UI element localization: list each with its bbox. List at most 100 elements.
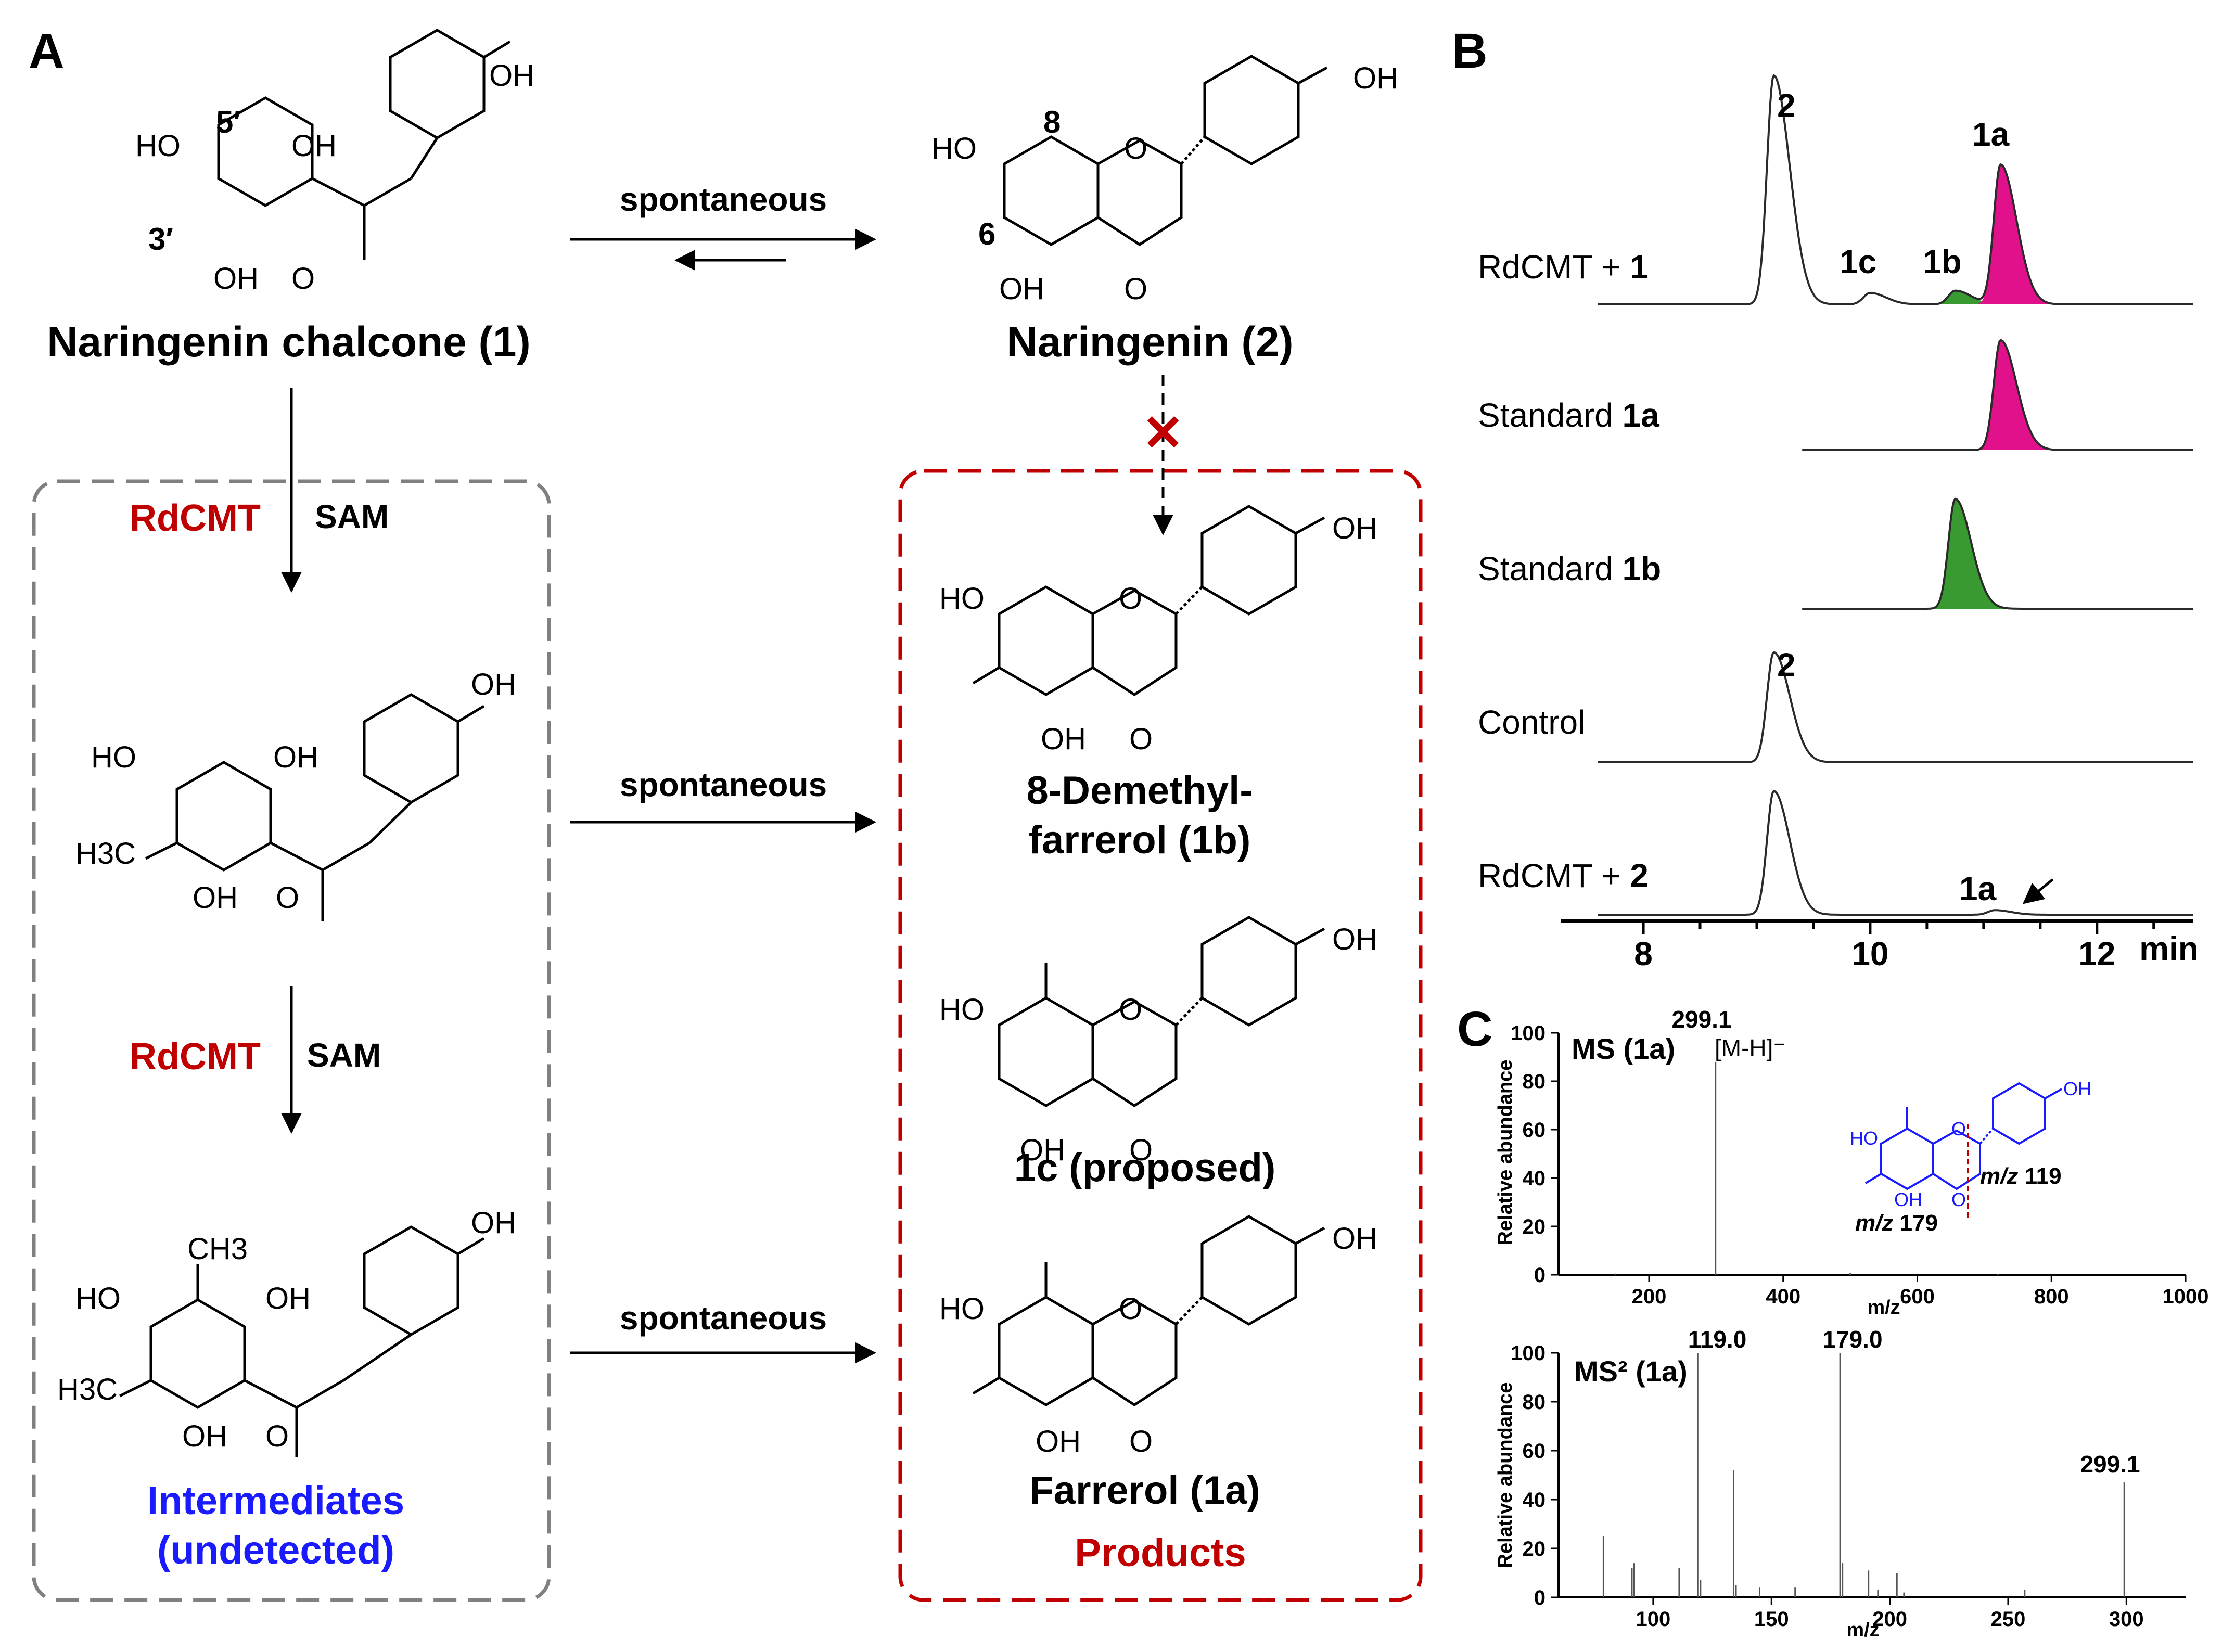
intermediate-1-keto-o: O <box>276 881 299 915</box>
farrerol-ho: HO <box>939 1292 985 1326</box>
trace-rdcmt-1 <box>1598 74 2193 305</box>
ms1-ytick-label: 80 <box>1523 1070 1546 1093</box>
ms2-ytick-label: 40 <box>1523 1489 1546 1512</box>
cofactor-label-1: SAM <box>315 498 389 535</box>
hplc-trace-labels: RdCMT + 1 Standard 1a Standard 1b Contro… <box>1478 248 1661 894</box>
ms2-ytick-label: 20 <box>1523 1538 1546 1560</box>
ms2-ytick-label: 60 <box>1523 1440 1546 1463</box>
ms2-peak-label-299: 299.1 <box>2080 1451 2140 1478</box>
trace-standard-1a <box>1802 339 2193 451</box>
ms1-ion-label: [M-H]⁻ <box>1715 1034 1786 1061</box>
chalcone-keto-o: O <box>291 262 315 296</box>
ms1-xtick-label: 1000 <box>2163 1285 2209 1308</box>
fragment-label-179: m/z 179 <box>1855 1210 1938 1236</box>
c1c-ring-o: O <box>1119 993 1142 1027</box>
peak-label-1b: 1b <box>1923 243 1962 280</box>
ms1-ytick-label: 0 <box>1534 1264 1546 1287</box>
c1c-oh-top: OH <box>1332 923 1377 956</box>
ms1-y-ticks: 0 20 40 60 80 100 <box>1511 1022 1559 1287</box>
ms1-x-label: m/z <box>1867 1297 1900 1318</box>
demethylfarrerol-keto-o: O <box>1129 722 1153 756</box>
farrerol-ring-o: O <box>1119 1292 1142 1326</box>
fragment-ring-o: O <box>1951 1118 1966 1139</box>
blocked-cross-icon: ✕ <box>1142 405 1184 461</box>
naringenin-name: Naringenin (2) <box>1006 318 1293 366</box>
fragment-label-119: m/z 119 <box>1980 1163 2062 1189</box>
ms1-plot: 0 20 40 60 80 100 200 400 600 800 1000 Relative a… <box>1495 1006 2208 1318</box>
enzyme-label-2: RdCMT <box>130 1036 261 1078</box>
ms1-ytick-label: 20 <box>1523 1215 1546 1238</box>
farrerol-keto-o: O <box>1129 1425 1153 1458</box>
intermediates-label-line1: Intermediates <box>147 1479 404 1523</box>
chalcone-oh-bottom: OH <box>213 262 259 296</box>
trace-label-rdcmt-2: RdCMT + 2 <box>1478 857 1649 894</box>
products-label: Products <box>1075 1531 1246 1575</box>
naringenin-ho: HO <box>931 132 977 165</box>
ms2-plot: 0 20 40 60 80 100 100 150 200 250 300 Relative ab… <box>1495 1326 2186 1641</box>
intermediate-1-ho: HO <box>91 740 136 774</box>
ms1-ytick-label: 60 <box>1523 1119 1546 1142</box>
peak-fill-rdcmt-1-1a <box>1969 164 2063 304</box>
hplc-axis-unit: min <box>2139 930 2199 967</box>
ms1-xtick-label: 400 <box>1766 1285 1800 1308</box>
fragment-keto-o: O <box>1951 1189 1966 1210</box>
ms1-xtick-label: 600 <box>1900 1285 1935 1308</box>
intermediates-box <box>32 479 551 1602</box>
ms2-y-label: Relative abundance <box>1495 1382 1516 1568</box>
fragment-oh-bottom: OH <box>1894 1189 1922 1210</box>
ms1-xtick-label: 800 <box>2034 1285 2069 1308</box>
peak-fill-standard-1a-1a <box>1969 340 2063 450</box>
naringenin-ring-o: O <box>1124 132 1147 165</box>
ms2-peaks <box>1602 1353 2125 1597</box>
ms1-title: MS (1a) <box>1572 1032 1675 1065</box>
panel-b-label: B <box>1452 23 1488 79</box>
intermediates-label-line2: (undetected) <box>157 1528 394 1572</box>
chalcone-oh-top: OH <box>489 59 534 93</box>
demethylfarrerol-oh-bottom: OH <box>1041 722 1086 756</box>
c1c-structure <box>998 916 1325 1107</box>
ms2-x-ticks: 100 150 200 250 300 <box>1636 1597 2144 1631</box>
trace-arrow-1a <box>2022 878 2054 904</box>
chalcone-structure <box>217 29 511 260</box>
c1c-ho: HO <box>939 993 985 1027</box>
ms2-ytick-label: 80 <box>1523 1391 1546 1414</box>
farrerol-name: Farrerol (1a) <box>1029 1468 1260 1513</box>
intermediate-1-oh-bottom: OH <box>193 881 238 915</box>
c1c-keto-o: O <box>1129 1133 1153 1167</box>
farrerol-structure <box>972 1215 1325 1406</box>
farrerol-oh-bottom: OH <box>1036 1425 1081 1458</box>
spontaneous-label-mid: spontaneous <box>620 766 827 803</box>
fragment-ho: HO <box>1850 1128 1878 1149</box>
panel-a: A OH HO OH OH O 5′ 3′ Naringenin chalcon… <box>29 23 1423 1602</box>
trace-label-control: Control <box>1478 703 1585 741</box>
intermediate-1-structure <box>145 693 485 921</box>
trace-control <box>1598 651 2193 763</box>
peak-label-2-top: 2 <box>1777 87 1796 124</box>
peak-fill-rdcmt-1-1b <box>1923 290 2018 304</box>
ms1-peaks <box>1615 1061 1999 1275</box>
ms1-x-ticks: 200 400 600 800 1000 <box>1632 1275 2209 1308</box>
naringenin-keto-o: O <box>1124 272 1147 306</box>
trace-label-standard-1b: Standard 1b <box>1478 550 1661 587</box>
demethylfarrerol-ring-o: O <box>1119 582 1142 616</box>
ms1-xtick-label: 200 <box>1632 1285 1667 1308</box>
panel-a-label: A <box>29 23 65 79</box>
ms1-ytick-label: 100 <box>1511 1022 1546 1045</box>
position-8: 8 <box>1043 105 1061 139</box>
demethylfarrerol-name-line1: 8-Demethyl- <box>1027 769 1253 813</box>
peak-fill-standard-1b-1b <box>1923 498 2018 609</box>
ms1-y-label: Relative abundance <box>1495 1060 1516 1246</box>
hplc-tick-label: 8 <box>1634 935 1653 972</box>
naringenin-oh-top: OH <box>1353 61 1398 95</box>
ms2-peak-label-119: 119.0 <box>1688 1326 1747 1353</box>
intermediate-2-structure <box>119 1225 485 1457</box>
intermediate-2-ho: HO <box>75 1282 121 1315</box>
cofactor-label-2: SAM <box>307 1036 381 1074</box>
ms2-xtick-label: 250 <box>1991 1608 2026 1631</box>
panel-c-label: C <box>1457 1002 1493 1057</box>
ms2-ytick-label: 100 <box>1511 1342 1546 1365</box>
ms2-xtick-label: 200 <box>1872 1608 1907 1631</box>
panel-c: C 0 20 40 60 80 100 200 400 600 800 1000 Relative… <box>1457 1002 2208 1641</box>
